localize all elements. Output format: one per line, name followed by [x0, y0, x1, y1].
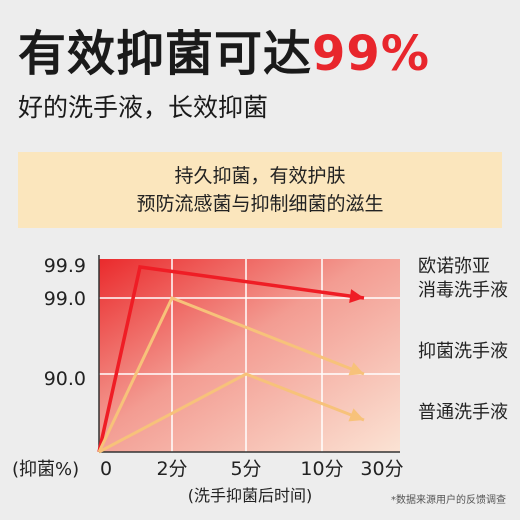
- series-label: 欧诺弥亚: [418, 256, 490, 277]
- subheadline: 好的洗手液，长效抑菌: [18, 93, 269, 122]
- y-tick-label: 99.0: [44, 288, 86, 310]
- series-label: 普通洗手液: [418, 402, 508, 423]
- x-tick-label: 0: [100, 458, 112, 480]
- series-1: [97, 265, 365, 453]
- x-axis-label: (洗手抑菌后时间): [188, 486, 313, 505]
- series-label: 抑菌洗手液: [418, 341, 508, 362]
- x-tick-label: 2分: [156, 458, 187, 480]
- series-3: [98, 372, 365, 454]
- series-arrowhead: [348, 362, 364, 376]
- y-tick-label: 90.0: [44, 368, 86, 390]
- series-arrowhead: [348, 408, 364, 422]
- x-tick-label: 30分: [360, 458, 403, 480]
- banner-line-1: 持久抑菌，有效护肤: [174, 165, 346, 187]
- series-arrowhead: [349, 289, 364, 304]
- y-axis-label: (抑菌%): [12, 459, 79, 480]
- info-banner: 持久抑菌，有效护肤 预防流感菌与抑制细菌的滋生: [18, 152, 502, 228]
- headline: 有效抑菌可达99%: [18, 26, 430, 82]
- series-2: [97, 296, 365, 453]
- x-tick-label: 5分: [230, 458, 261, 480]
- footnote: *数据来源用户的反馈调查: [391, 495, 506, 506]
- series-line: [97, 296, 365, 453]
- headline-main: 有效抑菌可达: [18, 26, 313, 82]
- y-tick-label: 99.9: [44, 255, 86, 277]
- headline-accent: 99%: [312, 26, 430, 82]
- series-layer: [97, 265, 365, 454]
- axes: 90.0 99.0 99.9 0 2分 5分 10分 30分 (抑菌%) (洗手抑菌后时间): [12, 255, 404, 505]
- series-label: 消毒洗手液: [418, 280, 508, 301]
- x-tick-label: 10分: [300, 458, 343, 480]
- series-line: [98, 372, 365, 454]
- series-line: [97, 265, 365, 453]
- banner-line-2: 预防流感菌与抑制细菌的滋生: [136, 193, 384, 215]
